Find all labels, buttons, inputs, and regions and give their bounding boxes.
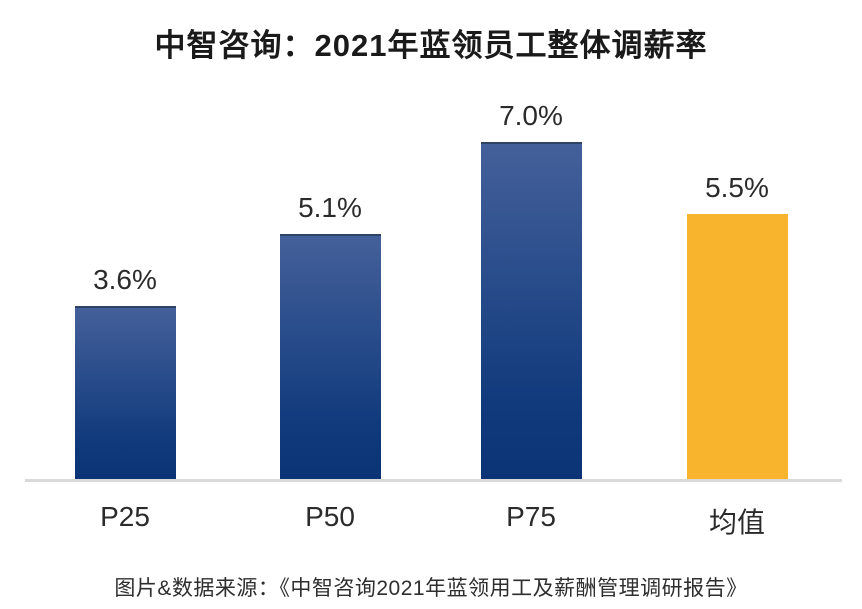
bar-value-label: 5.5% bbox=[705, 172, 769, 203]
bar-P50 bbox=[279, 234, 381, 479]
x-axis-label: P25 bbox=[100, 501, 150, 532]
x-axis-label: P50 bbox=[305, 501, 355, 532]
bar-group-均值: 5.5% 均值 bbox=[686, 172, 788, 538]
bar-value-label: 3.6% bbox=[93, 264, 157, 295]
bar-group-P25: 3.6% P25 bbox=[74, 264, 176, 532]
bar-group-P75: 7.0% P75 bbox=[480, 100, 582, 532]
bar-group-P50: 5.1% P50 bbox=[279, 192, 381, 532]
x-axis-label: P75 bbox=[506, 501, 556, 532]
source-note: 图片&数据来源：《中智咨询2021年蓝领用工及薪酬管理调研报告》 bbox=[114, 577, 748, 600]
x-axis-line bbox=[25, 479, 842, 482]
chart-title: 中智咨询：2021年蓝领员工整体调薪率 bbox=[154, 28, 708, 63]
bar-P75 bbox=[480, 142, 582, 479]
bar-value-label: 7.0% bbox=[499, 100, 563, 131]
bar-P25 bbox=[74, 306, 176, 479]
bar-均值 bbox=[686, 214, 788, 479]
bar-value-label: 5.1% bbox=[298, 192, 362, 223]
x-axis-label: 均值 bbox=[708, 507, 765, 538]
